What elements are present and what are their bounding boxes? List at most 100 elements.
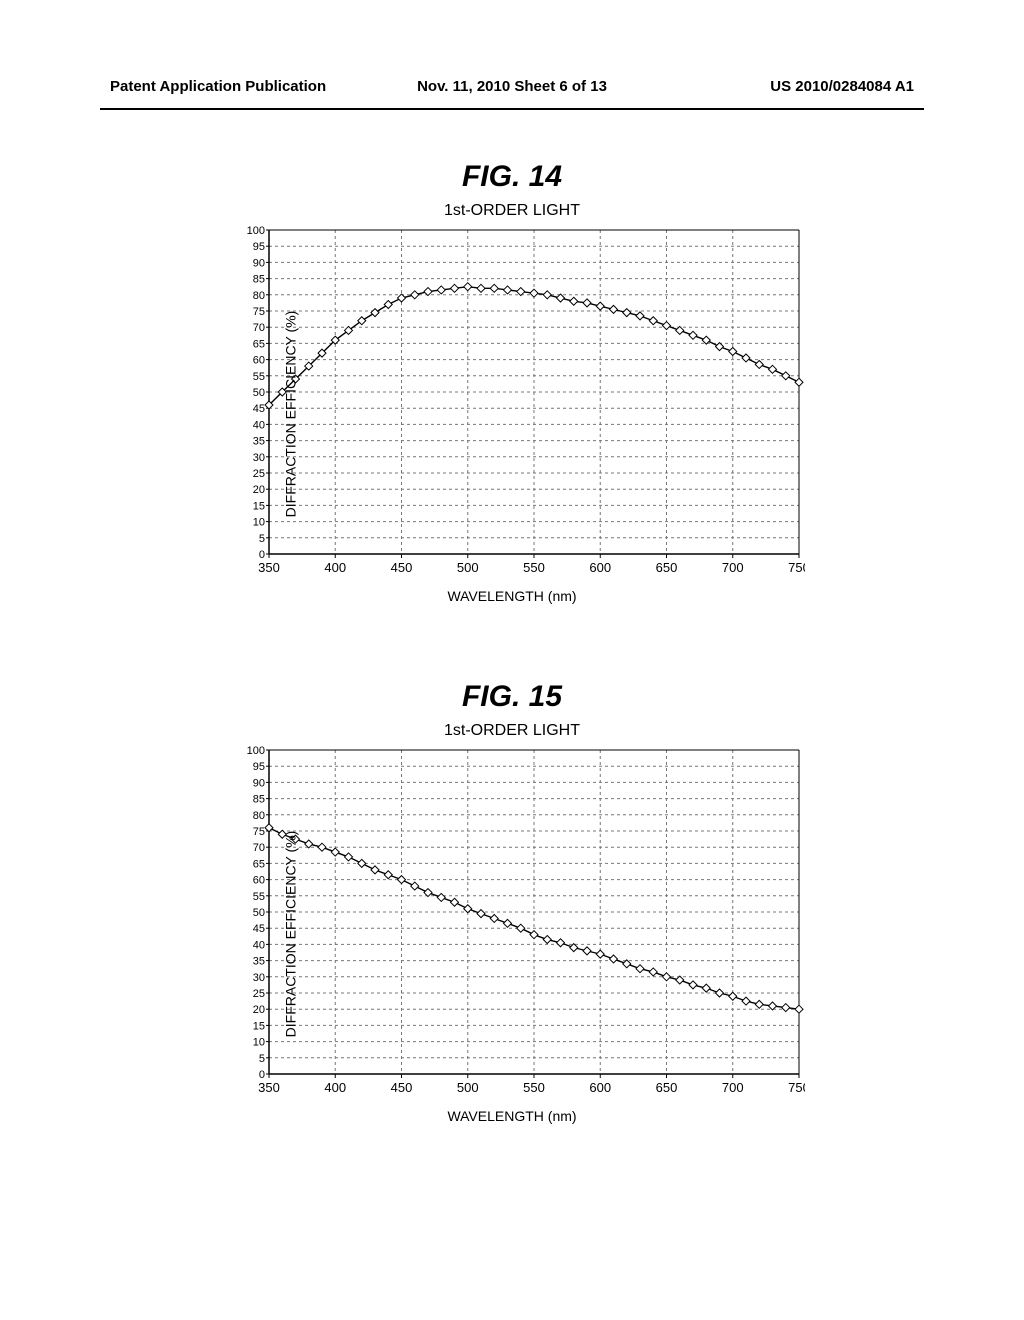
ytick-label: 45: [253, 403, 265, 415]
y-axis-label: DIFFRACTION EFFICIENCY (%): [282, 831, 298, 1038]
ytick-label: 55: [253, 371, 265, 383]
xtick-label: 400: [324, 560, 346, 575]
data-marker: [702, 984, 710, 992]
header-left: Patent Application Publication: [110, 78, 326, 95]
ytick-label: 40: [253, 419, 265, 431]
ytick-label: 55: [253, 891, 265, 903]
xtick-label: 750: [788, 560, 805, 575]
data-marker: [596, 302, 604, 310]
chart-title: 1st-ORDER LIGHT: [0, 722, 1024, 740]
xtick-label: 400: [324, 1080, 346, 1095]
data-marker: [769, 365, 777, 373]
ytick-label: 95: [253, 761, 265, 773]
xtick-label: 550: [523, 1080, 545, 1095]
chart-title: 1st-ORDER LIGHT: [0, 202, 1024, 220]
ytick-label: 70: [253, 322, 265, 334]
data-marker: [689, 981, 697, 989]
page: Patent Application Publication Nov. 11, …: [0, 0, 1024, 1320]
data-marker: [504, 286, 512, 294]
xtick-label: 350: [258, 560, 280, 575]
ytick-label: 50: [253, 387, 265, 399]
ytick-label: 50: [253, 907, 265, 919]
ytick-label: 10: [253, 1037, 265, 1049]
data-marker: [530, 931, 538, 939]
data-marker: [610, 305, 618, 313]
data-marker: [649, 317, 657, 325]
ytick-label: 35: [253, 956, 265, 968]
ytick-label: 90: [253, 777, 265, 789]
data-marker: [345, 853, 353, 861]
data-marker: [451, 284, 459, 292]
data-marker: [782, 372, 790, 380]
ytick-label: 25: [253, 988, 265, 1000]
ytick-label: 35: [253, 436, 265, 448]
data-marker: [517, 924, 525, 932]
figure-block: FIG. 15 1st-ORDER LIGHT DIFFRACTION EFFI…: [0, 680, 1024, 1126]
data-marker: [557, 939, 565, 947]
chart-wrap: DIFFRACTION EFFICIENCY (%) 0510152025303…: [219, 224, 805, 604]
ytick-label: 20: [253, 484, 265, 496]
xtick-label: 600: [589, 560, 611, 575]
data-marker: [318, 843, 326, 851]
ytick-label: 30: [253, 452, 265, 464]
chart-svg: 0510152025303540455055606570758085909510…: [219, 224, 805, 582]
ytick-label: 20: [253, 1004, 265, 1016]
x-axis-label: WAVELENGTH (nm): [219, 1108, 805, 1124]
data-marker: [543, 936, 551, 944]
ytick-label: 80: [253, 290, 265, 302]
data-marker: [570, 297, 578, 305]
ytick-label: 100: [247, 745, 265, 757]
data-marker: [623, 309, 631, 317]
data-marker: [663, 973, 671, 981]
data-marker: [676, 976, 684, 984]
ytick-label: 85: [253, 794, 265, 806]
data-marker: [437, 286, 445, 294]
xtick-label: 450: [391, 560, 413, 575]
ytick-label: 65: [253, 338, 265, 350]
data-marker: [490, 284, 498, 292]
xtick-label: 350: [258, 1080, 280, 1095]
header-right: US 2010/0284084 A1: [770, 78, 914, 95]
ytick-label: 5: [259, 1053, 265, 1065]
data-marker: [742, 997, 750, 1005]
data-marker: [331, 848, 339, 856]
data-marker: [676, 326, 684, 334]
xtick-label: 700: [722, 1080, 744, 1095]
figure-block: FIG. 14 1st-ORDER LIGHT DIFFRACTION EFFI…: [0, 160, 1024, 606]
header-center: Nov. 11, 2010 Sheet 6 of 13: [417, 78, 607, 95]
data-marker: [530, 289, 538, 297]
xtick-label: 750: [788, 1080, 805, 1095]
xtick-label: 500: [457, 1080, 479, 1095]
ytick-label: 60: [253, 355, 265, 367]
data-marker: [398, 294, 406, 302]
data-marker: [663, 322, 671, 330]
data-marker: [384, 301, 392, 309]
data-marker: [411, 291, 419, 299]
data-marker: [464, 905, 472, 913]
ytick-label: 5: [259, 533, 265, 545]
ytick-label: 60: [253, 875, 265, 887]
header-rule: [100, 108, 924, 110]
data-marker: [384, 871, 392, 879]
data-marker: [477, 910, 485, 918]
data-marker: [437, 893, 445, 901]
ytick-label: 15: [253, 500, 265, 512]
data-marker: [583, 947, 591, 955]
data-marker: [729, 348, 737, 356]
data-marker: [477, 284, 485, 292]
ytick-label: 40: [253, 939, 265, 951]
data-marker: [755, 1000, 763, 1008]
xtick-label: 550: [523, 560, 545, 575]
data-marker: [451, 898, 459, 906]
data-marker: [358, 859, 366, 867]
xtick-label: 650: [656, 560, 678, 575]
ytick-label: 70: [253, 842, 265, 854]
x-axis-label: WAVELENGTH (nm): [219, 588, 805, 604]
ytick-label: 75: [253, 306, 265, 318]
data-marker: [716, 343, 724, 351]
ytick-label: 85: [253, 274, 265, 286]
ytick-label: 45: [253, 923, 265, 935]
y-axis-label: DIFFRACTION EFFICIENCY (%): [282, 311, 298, 518]
xtick-label: 650: [656, 1080, 678, 1095]
ytick-label: 15: [253, 1020, 265, 1032]
